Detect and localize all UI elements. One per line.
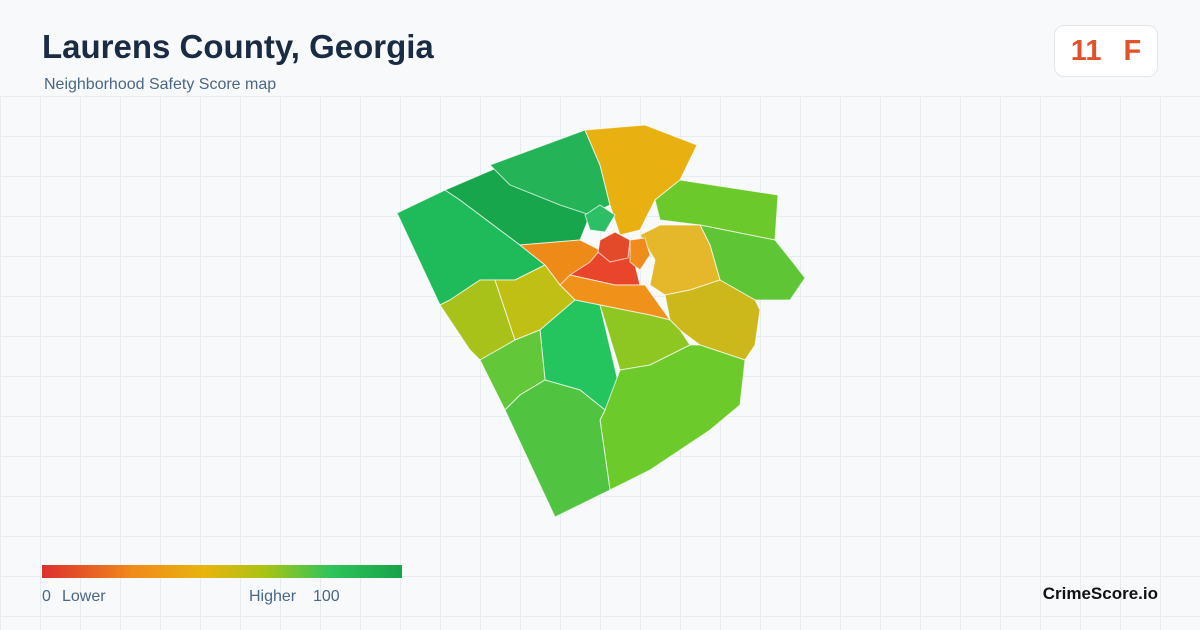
legend-min: 0 — [42, 588, 51, 605]
region — [597, 231, 631, 263]
legend-min-label: Lower — [62, 588, 106, 605]
legend-gradient — [42, 565, 402, 578]
region — [504, 379, 611, 518]
subtitle: Neighborhood Safety Score map — [44, 76, 277, 93]
score-value: 11 — [1070, 34, 1102, 67]
title: Laurens County, Georgia — [42, 28, 434, 65]
brand: CrimeScore.io — [1042, 584, 1158, 603]
score-grade: F — [1123, 34, 1142, 67]
legend-max-label: Higher — [249, 588, 297, 605]
legend-max: 100 — [313, 588, 340, 605]
score-badge: 11 F — [1054, 25, 1158, 77]
region — [629, 237, 651, 271]
region — [584, 204, 616, 233]
region — [584, 124, 698, 236]
